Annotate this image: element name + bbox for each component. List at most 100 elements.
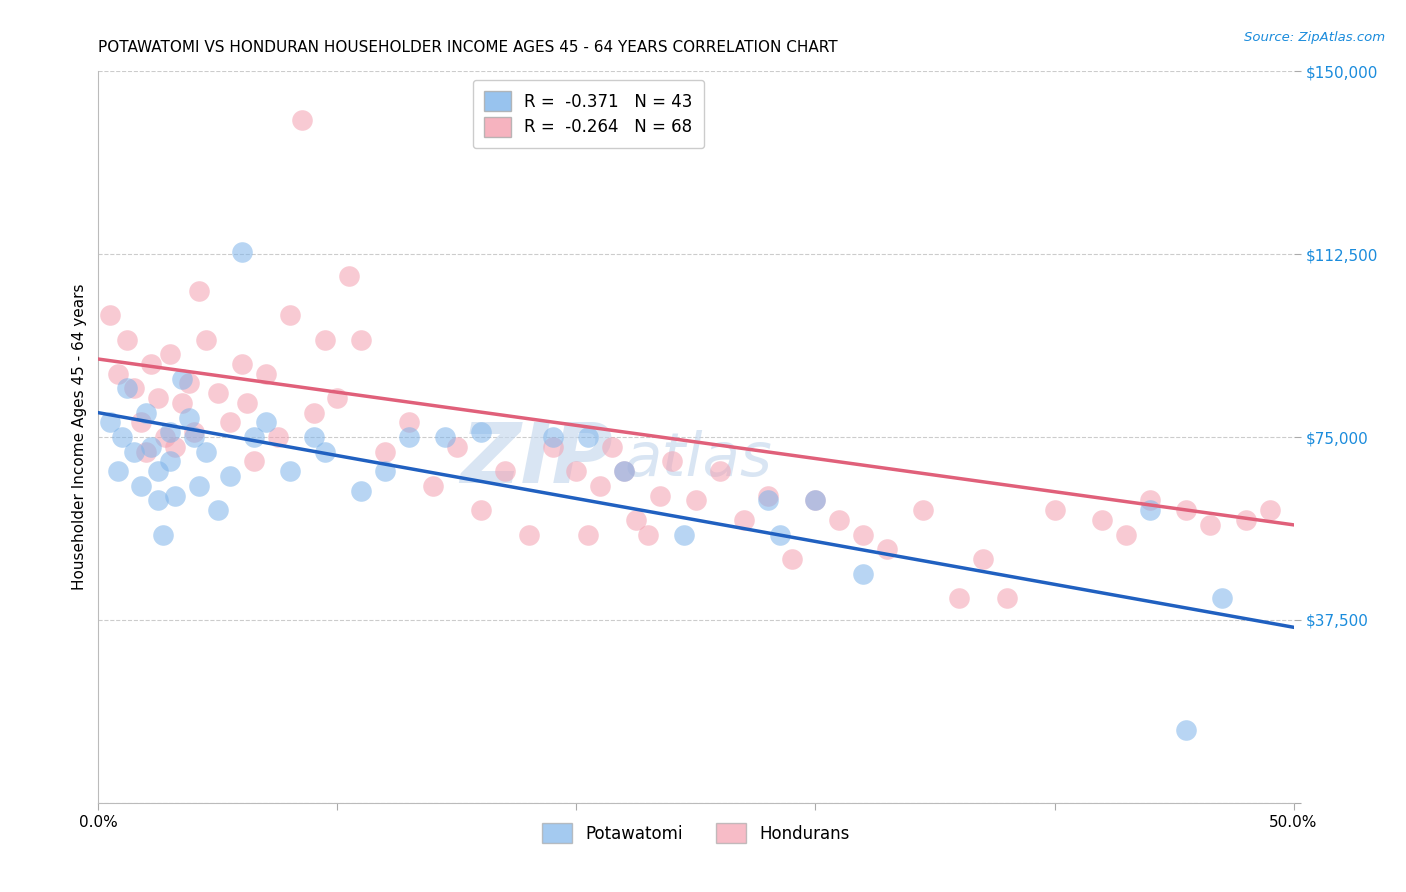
Point	[231, 357, 253, 371]
Point	[876, 542, 898, 557]
Point	[911, 503, 934, 517]
Point	[326, 391, 349, 405]
Point	[602, 440, 624, 454]
Point	[131, 416, 153, 430]
Point	[756, 489, 779, 503]
Text: atlas: atlas	[624, 430, 772, 489]
Point	[135, 406, 157, 420]
Point	[179, 410, 201, 425]
Point	[124, 381, 146, 395]
Point	[1175, 723, 1198, 737]
Point	[207, 503, 229, 517]
Point	[172, 396, 194, 410]
Point	[155, 430, 177, 444]
Point	[1234, 513, 1257, 527]
Point	[1091, 513, 1114, 527]
Point	[374, 464, 396, 478]
Point	[494, 464, 516, 478]
Point	[1175, 503, 1198, 517]
Point	[517, 527, 540, 541]
Point	[315, 444, 337, 458]
Point	[565, 464, 588, 478]
Point	[768, 527, 790, 541]
Point	[187, 479, 209, 493]
Point	[541, 430, 564, 444]
Point	[756, 493, 779, 508]
Point	[339, 269, 361, 284]
Point	[733, 513, 755, 527]
Point	[115, 333, 138, 347]
Point	[219, 469, 242, 483]
Text: ZIP: ZIP	[460, 418, 613, 500]
Point	[613, 464, 636, 478]
Point	[828, 513, 851, 527]
Point	[111, 430, 134, 444]
Point	[470, 425, 492, 440]
Point	[124, 444, 146, 458]
Point	[804, 493, 827, 508]
Point	[159, 425, 181, 440]
Point	[207, 386, 229, 401]
Text: POTAWATOMI VS HONDURAN HOUSEHOLDER INCOME AGES 45 - 64 YEARS CORRELATION CHART: POTAWATOMI VS HONDURAN HOUSEHOLDER INCOM…	[98, 40, 838, 55]
Point	[254, 367, 277, 381]
Point	[350, 483, 373, 498]
Point	[148, 464, 170, 478]
Point	[1199, 517, 1222, 532]
Point	[183, 430, 205, 444]
Point	[852, 527, 875, 541]
Point	[648, 489, 672, 503]
Point	[398, 416, 420, 430]
Point	[852, 566, 875, 581]
Point	[470, 503, 492, 517]
Point	[1139, 503, 1161, 517]
Point	[187, 284, 209, 298]
Point	[709, 464, 731, 478]
Point	[231, 244, 253, 259]
Point	[434, 430, 457, 444]
Point	[972, 552, 994, 566]
Point	[163, 489, 186, 503]
Point	[98, 308, 122, 322]
Point	[446, 440, 468, 454]
Text: Source: ZipAtlas.com: Source: ZipAtlas.com	[1244, 31, 1385, 45]
Point	[398, 430, 420, 444]
Point	[780, 552, 803, 566]
Point	[350, 333, 373, 347]
Point	[131, 479, 153, 493]
Point	[374, 444, 396, 458]
Point	[1211, 591, 1233, 605]
Point	[135, 444, 157, 458]
Point	[107, 367, 129, 381]
Point	[159, 454, 181, 468]
Point	[302, 406, 325, 420]
Point	[613, 464, 636, 478]
Point	[254, 416, 277, 430]
Point	[195, 333, 218, 347]
Point	[661, 454, 683, 468]
Legend: Potawatomi, Hondurans: Potawatomi, Hondurans	[536, 817, 856, 849]
Point	[673, 527, 696, 541]
Point	[107, 464, 129, 478]
Point	[98, 416, 122, 430]
Point	[139, 440, 162, 454]
Point	[159, 347, 181, 361]
Point	[163, 440, 186, 454]
Point	[1115, 527, 1137, 541]
Point	[267, 430, 290, 444]
Point	[183, 425, 205, 440]
Point	[589, 479, 612, 493]
Point	[179, 376, 201, 391]
Point	[804, 493, 827, 508]
Point	[422, 479, 444, 493]
Point	[195, 444, 218, 458]
Point	[139, 357, 162, 371]
Point	[541, 440, 564, 454]
Point	[115, 381, 138, 395]
Point	[243, 454, 266, 468]
Point	[948, 591, 970, 605]
Point	[291, 113, 314, 128]
Point	[243, 430, 266, 444]
Point	[637, 527, 659, 541]
Point	[1139, 493, 1161, 508]
Point	[302, 430, 325, 444]
